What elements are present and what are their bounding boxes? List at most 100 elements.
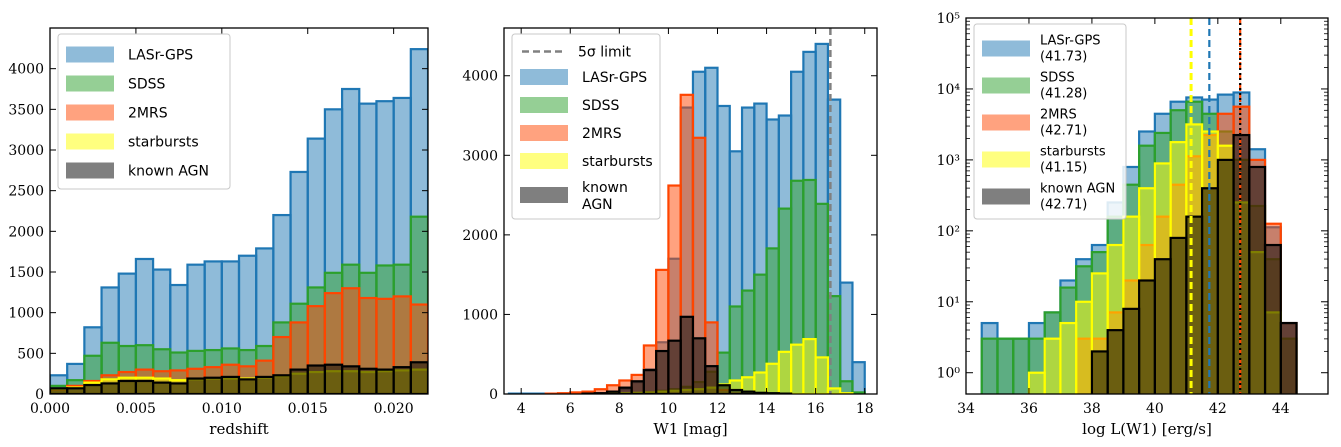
panel-1: 0.000 0.005 0.010 0.015 0.020 0 500 1000 1500 200… xyxy=(8,27,429,438)
legend-swatch-lasr-gps xyxy=(982,40,1030,57)
bar-known-agn xyxy=(117,379,138,394)
bar-known-agn xyxy=(1216,158,1235,394)
legend-label: starbursts xyxy=(582,154,653,170)
bar-sdss xyxy=(826,295,842,394)
bar-starbursts xyxy=(777,350,793,394)
legend-label: known xyxy=(582,180,628,196)
bar-known-agn xyxy=(203,376,223,394)
y-tick-label: 2000 xyxy=(8,224,44,240)
bar-known-agn xyxy=(1232,133,1251,394)
bar-known-agn xyxy=(691,337,707,394)
bar-known-agn xyxy=(66,387,86,394)
bar-known-agn xyxy=(409,361,428,394)
bar-known-agn xyxy=(679,315,695,394)
bar-known-agn xyxy=(50,387,69,394)
legend-swatch-starbursts xyxy=(66,133,114,150)
x-axis-label: W1 [mag] xyxy=(653,420,727,438)
bar-known-agn xyxy=(1263,243,1282,394)
bar-known-agn xyxy=(655,349,670,394)
x-tick-label: 16 xyxy=(807,401,825,417)
bar-known-agn xyxy=(151,381,172,394)
y-tick-label: 10⁴ xyxy=(937,82,961,98)
y-tick-label: 10⁰ xyxy=(937,366,961,382)
y-tick-label: 0 xyxy=(35,387,44,403)
x-tick-label: 0.015 xyxy=(288,401,328,417)
bar-known-agn xyxy=(83,383,103,394)
y-tick-label: 500 xyxy=(17,346,44,362)
y-tick-label: 2500 xyxy=(8,184,44,200)
legend-label: 2MRS xyxy=(128,106,168,122)
bar-known-agn xyxy=(1169,236,1188,394)
bar-starbursts xyxy=(1059,321,1078,394)
series-2mrs xyxy=(544,93,744,394)
bar-starbursts xyxy=(1027,371,1046,394)
bar-known-agn xyxy=(358,367,378,394)
legend-swatch-starbursts xyxy=(982,151,1030,168)
bar-known-agn xyxy=(306,364,327,394)
x-tick-label: 10 xyxy=(660,401,678,417)
bar-known-agn xyxy=(716,384,731,394)
bar-known-agn xyxy=(1279,321,1298,394)
x-tick-label: 6 xyxy=(566,401,575,417)
legend-box xyxy=(973,23,1127,220)
axes-frame xyxy=(49,27,429,395)
legend-label: SDSS xyxy=(1040,71,1075,86)
legend-swatch-starbursts xyxy=(520,153,568,169)
x-tick-label: 14 xyxy=(758,401,776,417)
legend-label: known AGN xyxy=(128,164,209,180)
x-tick-label: 18 xyxy=(856,401,874,417)
y-tick-label: 1500 xyxy=(8,265,44,281)
bar-2mrs xyxy=(691,136,707,394)
legend-label: 2MRS xyxy=(1040,108,1077,123)
bar-sdss xyxy=(996,337,1015,394)
legend-value: (41.15) xyxy=(1040,161,1087,176)
legend-label: LASr-GPS xyxy=(128,48,193,64)
legend: LASr-GPS SDSS 2MRS starbursts known AGN xyxy=(57,33,231,190)
legend-label: 5σ limit xyxy=(578,45,632,61)
legend-label: SDSS xyxy=(582,98,620,114)
bar-known-agn xyxy=(186,377,206,394)
y-tick-label: 1000 xyxy=(462,307,498,323)
legend-label: SDSS xyxy=(128,77,166,93)
bar-known-agn xyxy=(375,368,395,394)
legend-swatch-2mrs xyxy=(520,125,568,141)
x-tick-label: 34 xyxy=(957,401,975,417)
panel-3: 34 36 38 40 42 44 10⁰ 10¹ 10² 10³ 10⁴ 10⁵ log L(W1) … xyxy=(937,11,1329,438)
x-tick-label: 0.005 xyxy=(116,401,156,417)
bar-known-agn xyxy=(220,375,241,394)
x-tick-label: 36 xyxy=(1020,401,1038,417)
legend-swatch-sdss xyxy=(982,77,1030,94)
x-tick-label: 12 xyxy=(709,401,727,417)
bar-lasr-gps xyxy=(851,361,866,394)
bar-known-agn xyxy=(1090,350,1109,394)
bar-known-agn xyxy=(237,378,258,394)
bars xyxy=(507,42,866,394)
legend-value: (41.73) xyxy=(1040,50,1087,65)
legend-label: 2MRS xyxy=(582,126,622,142)
bar-starbursts xyxy=(802,338,817,394)
legend: 5σ limit LASr-GPS SDSS 2MRS starbursts knownA… xyxy=(511,33,661,220)
axes-frame xyxy=(503,27,878,395)
bars xyxy=(980,91,1298,394)
y-tick-label: 10⁵ xyxy=(937,11,961,27)
x-tick-label: 38 xyxy=(1083,401,1101,417)
legend-value: (42.71) xyxy=(1040,198,1087,213)
x-axis-label: log L(W1) [erg/s] xyxy=(1082,420,1212,438)
bar-starbursts xyxy=(753,371,768,394)
x-tick-label: 4 xyxy=(517,401,526,417)
legend-box xyxy=(57,33,231,190)
bar-known-agn xyxy=(289,368,309,394)
bar-known-agn xyxy=(1248,165,1267,394)
legend-swatch-lasr-gps xyxy=(66,46,114,63)
legend-swatch-lasr-gps xyxy=(520,69,568,85)
bar-sdss xyxy=(1012,337,1031,394)
bar-starbursts xyxy=(814,356,830,394)
bar-known-agn xyxy=(704,365,719,394)
bar-known-agn xyxy=(272,374,292,394)
y-tick-label: 10³ xyxy=(937,153,960,169)
x-tick-label: 0.020 xyxy=(374,401,414,417)
bar-known-agn xyxy=(1185,215,1204,394)
y-tick-label: 10² xyxy=(937,224,960,240)
bar-known-agn xyxy=(1138,279,1156,394)
